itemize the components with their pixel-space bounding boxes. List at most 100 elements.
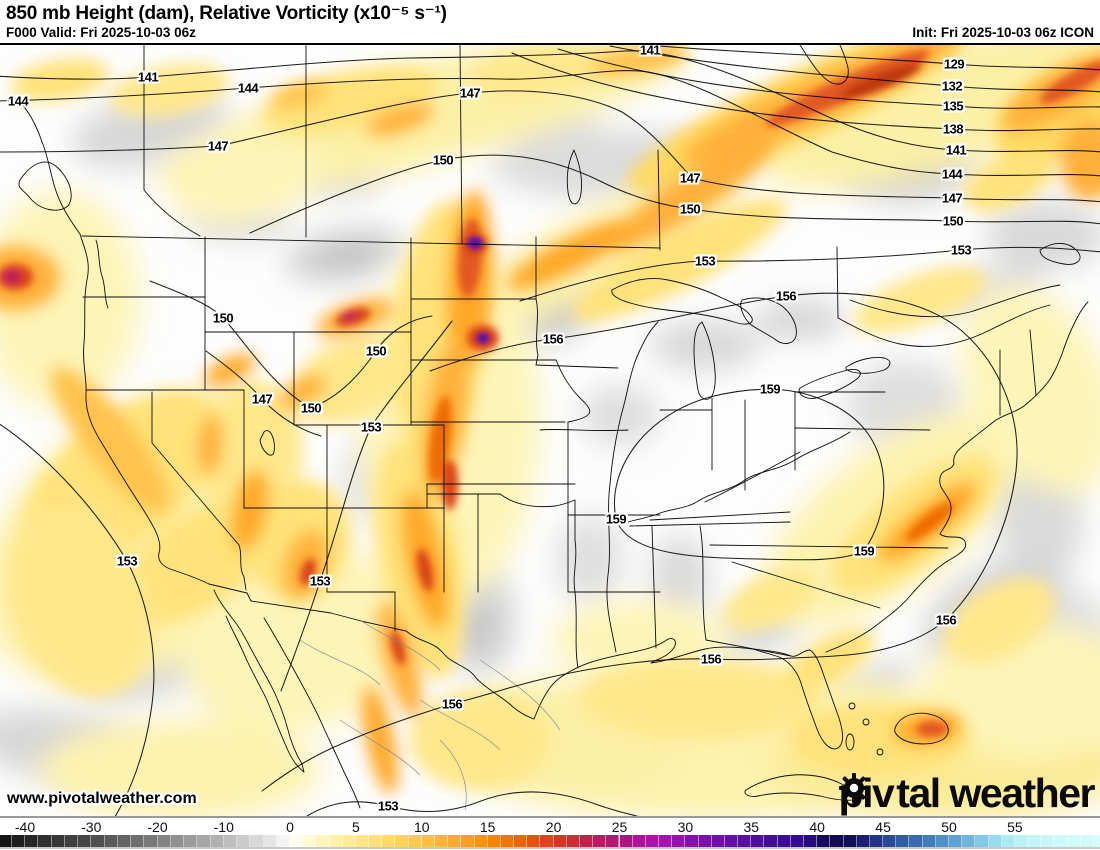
- contour-label: 159: [605, 511, 627, 527]
- colorbar-tick: 15: [479, 819, 496, 835]
- colorbar-segment: [104, 835, 118, 847]
- contour-label: 150: [942, 213, 964, 229]
- colorbar-segment: [91, 835, 105, 847]
- colorbar-segment: [290, 835, 304, 847]
- contour-label: 156: [441, 696, 463, 712]
- colorbar-segment: [988, 835, 1002, 847]
- contour-label: 150: [365, 343, 387, 359]
- colorbar-segment: [1014, 835, 1029, 847]
- colorbar-tick: 30: [677, 819, 694, 835]
- colorbar-tick: -20: [147, 819, 168, 835]
- contour-label: 156: [700, 651, 722, 667]
- colorbar-tick: -10: [213, 819, 234, 835]
- colorbar-segment: [869, 835, 884, 847]
- contour-label: 156: [935, 612, 957, 628]
- colorbar-segment: [553, 835, 567, 847]
- colorbar-tick: 40: [809, 819, 825, 835]
- contour-label: 153: [309, 573, 331, 589]
- contour-label: 147: [941, 190, 963, 206]
- colorbar-segment: [804, 835, 818, 847]
- colorbar-segment: [738, 835, 752, 847]
- height-contour-layer: [0, 45, 1100, 816]
- colorbar-segment: [843, 835, 857, 847]
- colorbar-segment: [131, 835, 145, 847]
- contour-label: 147: [679, 170, 701, 186]
- contour-label: 147: [459, 85, 481, 101]
- colorbar-tick: 50: [941, 819, 957, 835]
- watermark: www.pivotalweather.com: [7, 790, 197, 807]
- contour-label: 144: [941, 166, 963, 182]
- colorbar-segment: [157, 835, 171, 847]
- colorbar-segment: [593, 835, 607, 847]
- colorbar-segment: [421, 835, 435, 847]
- contour-label: 147: [207, 138, 229, 154]
- contour-label: 147: [251, 391, 273, 407]
- colorbar-segment: [64, 835, 78, 847]
- colorbar-segment: [1001, 835, 1015, 847]
- colorbar-tick: 10: [414, 819, 430, 835]
- vorticity-shading-positive-layer: [0, 45, 1100, 816]
- colorbar-segment: [342, 835, 356, 847]
- colorbar-segment: [724, 835, 739, 847]
- contour-label: 144: [237, 80, 259, 96]
- colorbar-segment: [896, 835, 910, 847]
- contour-label: 153: [377, 798, 399, 814]
- colorbar-segment: [25, 835, 39, 847]
- colorbar-segment: [962, 835, 976, 847]
- colorbar-tick: -30: [81, 819, 102, 835]
- contour-label: 150: [212, 310, 234, 326]
- colorbar-segment: [579, 835, 594, 847]
- colorbar-tick: 5: [351, 819, 360, 835]
- colorbar-segment: [500, 835, 515, 847]
- contour-label: 144: [7, 93, 29, 109]
- colorbar: -40 -30 -20 -10 0 5 10 15 20 25 30 35 40 45 50 55: [0, 818, 1100, 850]
- colorbar-segment: [711, 835, 725, 847]
- weather-map: 144 141 144 147 147 150 141 147 150 129 132 135 138 1…: [0, 45, 1100, 818]
- header: 850 mb Height (dam), Relative Vorticity …: [0, 0, 1100, 45]
- colorbar-segment: [1093, 835, 1100, 847]
- colorbar-segment: [619, 835, 633, 847]
- init-time-label: Init: Fri 2025-10-03 06z ICON: [912, 25, 1094, 40]
- colorbar-segment: [487, 835, 501, 847]
- contour-label: 156: [542, 331, 564, 347]
- colorbar-tick: 45: [875, 819, 891, 835]
- contour-label: 153: [116, 553, 138, 569]
- colorbar-segment: [0, 835, 12, 847]
- colorbar-segment: [606, 835, 620, 847]
- colorbar-segment: [566, 835, 580, 847]
- colorbar-segment: [474, 835, 488, 847]
- colorbar-segment: [685, 835, 699, 847]
- colorbar-segment: [514, 835, 528, 847]
- colorbar-segment: [210, 835, 224, 847]
- colorbar-segment: [38, 835, 52, 847]
- colorbar-segment: [540, 835, 554, 847]
- colorbar-segment: [909, 835, 923, 847]
- colorbar-tick: 0: [286, 819, 294, 835]
- contour-label: 150: [679, 201, 701, 217]
- map-canvas: [0, 45, 1100, 816]
- colorbar-segment: [645, 835, 660, 847]
- colorbar-segment: [777, 835, 791, 847]
- colorbar-segment: [303, 835, 317, 847]
- colorbar-segment: [1028, 835, 1042, 847]
- colorbar-segment: [329, 835, 343, 847]
- contour-label: 129: [943, 56, 965, 72]
- colorbar-tick-row: -40 -30 -20 -10 0 5 10 15 20 25 30 35 40 45 50 55: [0, 818, 1100, 835]
- colorbar-segment: [830, 835, 844, 847]
- colorbar-segment: [117, 835, 131, 847]
- colorbar-segment: [883, 835, 897, 847]
- colorbar-segment: [935, 835, 949, 847]
- colorbar-tick: 55: [1007, 819, 1023, 835]
- colorbar-segment: [1041, 835, 1055, 847]
- contour-label: 135: [942, 98, 964, 114]
- contour-label: 159: [853, 543, 875, 559]
- colorbar-segment: [1067, 835, 1081, 847]
- colorbar-segment: [237, 835, 251, 847]
- colorbar-segment: [355, 835, 370, 847]
- contour-label: 153: [694, 253, 716, 269]
- contour-label: 138: [942, 121, 964, 137]
- contour-label: 132: [941, 78, 963, 94]
- contour-label: 153: [950, 242, 972, 258]
- colorbar-segment: [1080, 835, 1094, 847]
- colorbar-segment: [408, 835, 422, 847]
